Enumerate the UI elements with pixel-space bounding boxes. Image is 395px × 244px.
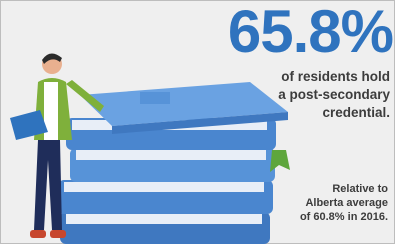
note: of 60.8% in 2016. <box>300 211 388 223</box>
infographic: 65.8% of residents hold a post-secondary… <box>0 0 395 244</box>
note: Relative to <box>332 183 388 195</box>
stat-value: 65.8% <box>228 0 393 65</box>
page: 65.8% of residents hold a post-secondary… <box>0 0 395 244</box>
note: Alberta average <box>305 197 388 209</box>
stat-description: credential. <box>322 105 390 120</box>
books-illustration <box>58 82 290 244</box>
stat-description: a post-secondary <box>278 87 390 102</box>
stat-description: of residents hold <box>281 69 390 84</box>
